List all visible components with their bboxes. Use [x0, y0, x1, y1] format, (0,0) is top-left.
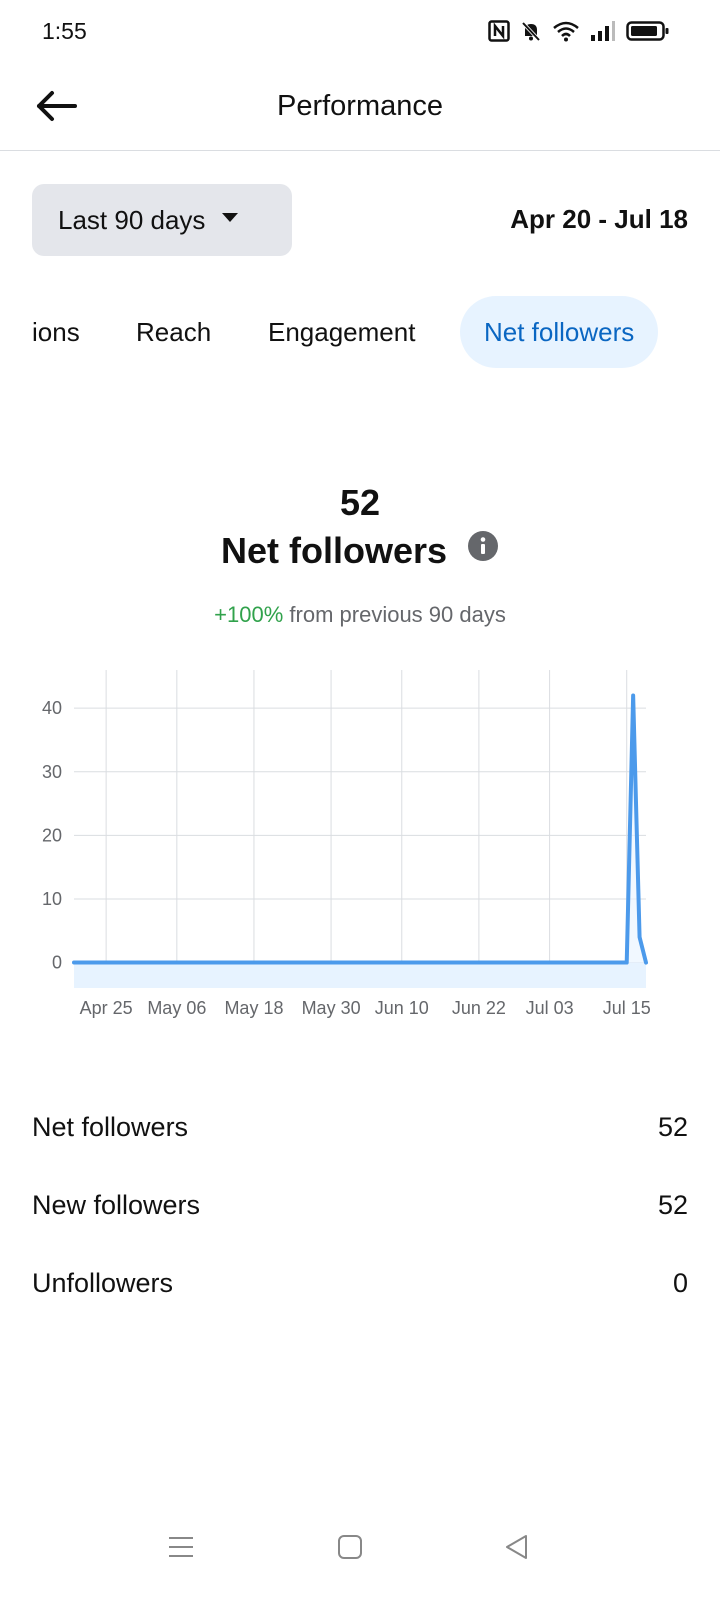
x-tick-label: May 18: [224, 998, 283, 1018]
x-tick-label: May 30: [302, 998, 361, 1018]
status-bar: 1:55: [0, 0, 720, 66]
stat-row-new-followers: New followers 52: [32, 1166, 688, 1244]
chart-svg: Apr 25 May 06 May 18 May 30 Jun 10 Jun 22 Jul …: [42, 670, 651, 1018]
series-area: [74, 695, 646, 963]
stat-row-net-followers: Net followers 52: [32, 1088, 688, 1166]
metric-title-row: Net followers: [0, 530, 720, 572]
y-tick-label: 30: [42, 762, 62, 782]
back-nav-button[interactable]: [504, 1534, 530, 1565]
back-button[interactable]: [30, 86, 82, 130]
net-followers-chart: Apr 25 May 06 May 18 May 30 Jun 10 Jun 22 Jul …: [20, 670, 700, 1040]
system-nav-bar: [0, 1500, 720, 1600]
x-tick-label: Jun 10: [375, 998, 429, 1018]
home-square-icon: [337, 1535, 363, 1564]
stat-row-unfollowers: Unfollowers 0: [32, 1244, 688, 1322]
status-time: 1:55: [42, 18, 87, 44]
stat-label: Net followers: [32, 1111, 189, 1142]
x-tick-label: Jul 15: [603, 998, 651, 1018]
x-tick-label: May 06: [147, 998, 206, 1018]
info-icon[interactable]: [467, 529, 499, 571]
y-tick-label: 10: [42, 889, 62, 909]
x-tick-label: Apr 25: [80, 998, 133, 1018]
menu-button[interactable]: [168, 1534, 194, 1565]
wifi-icon: [552, 20, 580, 42]
app-header: Performance: [0, 66, 720, 151]
tab-engagement[interactable]: Engagement: [268, 317, 416, 347]
nfc-icon: [488, 20, 510, 42]
date-range-dropdown-label: Last 90 days: [58, 204, 206, 235]
bell-muted-icon: [520, 20, 542, 42]
date-range-text: Apr 20 - Jul 18: [510, 204, 688, 234]
stats-list: Net followers 52 New followers 52 Unfoll…: [32, 1088, 688, 1322]
battery-icon: [626, 20, 670, 42]
y-tick-label: 20: [42, 825, 62, 845]
area-fill: [74, 962, 646, 988]
x-tick-label: Jul 03: [526, 998, 574, 1018]
metric-value: 52: [339, 482, 381, 523]
back-triangle-icon: [504, 1535, 530, 1564]
menu-icon: [168, 1537, 194, 1564]
tab-net-followers[interactable]: Net followers: [460, 296, 659, 368]
date-range-dropdown[interactable]: Last 90 days: [32, 184, 292, 256]
y-tick-label: 0: [52, 953, 62, 973]
stat-label: New followers: [32, 1189, 201, 1220]
metric-change: +100% from previous 90 days: [0, 602, 720, 628]
stat-label: Unfollowers: [32, 1267, 174, 1298]
change-percentage: +100%: [214, 602, 284, 627]
stat-value: 52: [657, 1189, 688, 1220]
caret-down-icon: [221, 211, 239, 229]
series-line: [72, 693, 648, 965]
y-tick-label: 40: [42, 698, 62, 718]
stat-value: 52: [657, 1111, 688, 1142]
status-icons: [488, 20, 670, 42]
tab-impressions[interactable]: ions: [32, 317, 80, 347]
home-button[interactable]: [337, 1534, 363, 1565]
x-tick-label: Jun 22: [452, 998, 506, 1018]
metric-tabs: ions Reach Engagement Net followers: [0, 296, 720, 368]
change-description: from previous 90 days: [289, 602, 506, 627]
metric-title: Net followers: [220, 530, 448, 571]
tab-reach[interactable]: Reach: [136, 317, 212, 347]
arrow-left-icon: [35, 90, 77, 127]
page-title: Performance: [276, 90, 443, 122]
signal-icon: [590, 20, 616, 42]
stat-value: 0: [672, 1267, 688, 1298]
